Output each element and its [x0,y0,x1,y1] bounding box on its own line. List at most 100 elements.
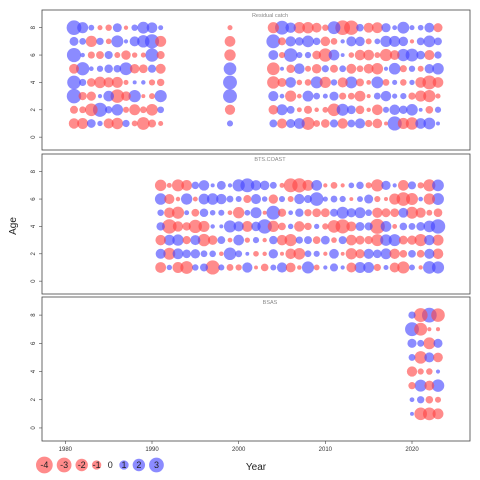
residual-bubble [407,235,417,245]
residual-bubble [413,308,428,323]
residual-bubble [96,51,104,59]
residual-bubble [399,105,408,114]
residual-bubble [417,339,425,347]
residual-bubble [432,248,444,260]
residual-bubble [415,207,426,218]
residual-bubble [381,180,391,191]
residual-bubble [227,210,233,216]
residual-bubble [371,234,384,247]
residual-bubble [200,263,208,272]
residual-bubble [348,182,355,189]
residual-bubble [76,62,90,76]
residual-bubble [132,80,137,85]
residual-bubble [172,248,184,260]
residual-bubble [426,368,433,375]
residual-bubble [417,182,424,189]
residual-bubble [155,63,166,74]
y-tick-label: 4 [31,224,37,228]
residual-bubble [381,23,391,33]
residual-bubble [408,311,416,319]
residual-bubble [424,352,435,363]
residual-bubble [223,247,237,261]
residual-bubble [418,265,423,270]
residual-bubble [233,234,244,246]
panel-title: BTS.COAST [254,157,286,163]
residual-bubble [349,197,354,202]
residual-bubble [232,179,245,192]
residual-bubble [304,209,312,217]
residual-bubble [408,249,416,258]
residual-bubble [262,251,267,256]
residual-bubble [154,90,167,103]
residual-bubble [181,179,193,191]
residual-bubble [278,196,286,203]
residual-bubble [79,78,87,87]
residual-bubble [424,380,435,391]
residual-bubble [285,22,296,33]
residual-bubble [97,94,103,99]
residual-bubble [430,219,446,234]
residual-bubble [330,195,338,203]
residual-bubble [286,64,295,74]
residual-bubble [266,62,280,76]
residual-bubble [328,49,340,61]
residual-bubble [369,218,385,234]
residual-bubble [70,105,78,114]
residual-bubble [354,90,366,102]
y-tick-label: 8 [31,313,37,317]
residual-bubble [435,327,441,332]
residual-bubble [329,263,339,272]
residual-bubble [131,120,138,127]
residual-bubble [250,194,262,205]
residual-bubble [310,76,323,89]
residual-bubble [322,93,328,99]
residual-bubble [410,411,414,416]
residual-bubble [103,90,114,102]
residual-bubble [283,178,298,193]
residual-bubble [94,76,106,89]
residual-bubble [397,21,410,34]
residual-bubble [69,63,79,74]
residual-bubble [331,237,337,243]
residual-bubble [85,103,98,117]
residual-bubble [286,119,296,128]
residual-bubble [408,92,416,100]
residual-bubble [408,354,416,361]
residual-bubble [302,35,314,48]
residual-bubble [356,65,364,73]
residual-bubble [423,220,436,233]
residual-bubble [354,207,366,219]
residual-bubble [244,237,250,243]
residual-bubble [390,208,400,218]
residual-bubble [383,264,389,270]
residual-bubble [313,92,321,100]
residual-bubble [156,222,165,231]
residual-bubble [314,107,319,113]
residual-bubble [319,76,331,89]
residual-bubble [235,250,243,258]
residual-bubble [280,66,284,71]
residual-bubble [309,192,324,206]
residual-bubble [322,196,328,202]
residual-bubble [406,366,418,377]
residual-bubble [284,234,297,247]
residual-bubble [409,79,415,86]
residual-bubble [364,194,374,204]
residual-bubble [432,179,444,192]
residual-bubble [346,208,356,218]
residual-bubble [409,264,415,271]
residual-bubble [345,248,358,260]
residual-bubble [400,79,407,86]
residual-bubble [329,119,339,128]
residual-bubble [147,119,157,128]
panel-frame [41,296,471,442]
residual-bubble [423,117,436,130]
residual-bubble [155,35,167,47]
residual-bubble [149,93,155,100]
residual-bubble [425,105,434,114]
residual-bubble [340,251,345,256]
residual-bubble [171,179,185,192]
residual-bubble [322,223,329,230]
residual-bubble [320,235,330,245]
residual-bubble [205,260,220,275]
